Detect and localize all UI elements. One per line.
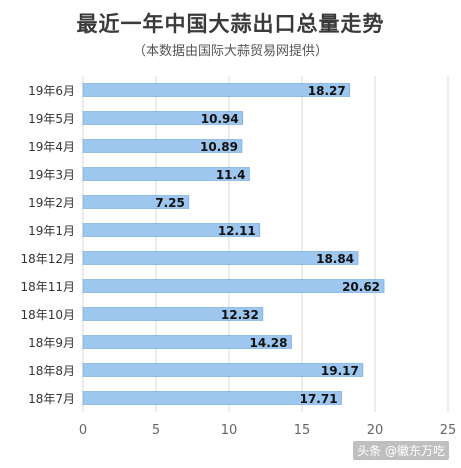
chart-subtitle: （本数据由国际大蒜贸易网提供） bbox=[132, 44, 328, 59]
category-label: 19年1月 bbox=[28, 224, 75, 238]
value-label: 19.17 bbox=[321, 364, 359, 378]
category-label: 18年9月 bbox=[28, 336, 75, 350]
category-label: 18年10月 bbox=[20, 308, 75, 322]
category-label: 18年11月 bbox=[20, 280, 75, 294]
value-label: 18.27 bbox=[308, 84, 346, 98]
value-label: 14.28 bbox=[250, 336, 288, 350]
value-label: 20.62 bbox=[342, 280, 380, 294]
bar bbox=[82, 363, 364, 377]
value-label: 10.89 bbox=[200, 140, 238, 154]
value-label: 17.71 bbox=[300, 392, 338, 406]
category-label: 18年12月 bbox=[20, 252, 75, 266]
bar bbox=[82, 223, 261, 237]
bar bbox=[82, 195, 190, 209]
value-label: 10.94 bbox=[201, 112, 239, 126]
category-label: 18年7月 bbox=[28, 392, 75, 406]
value-label: 18.84 bbox=[316, 252, 354, 266]
x-tick-label: 25 bbox=[440, 423, 457, 438]
category-label: 19年2月 bbox=[28, 196, 75, 210]
x-tick-label: 15 bbox=[294, 423, 311, 438]
bar bbox=[82, 335, 292, 349]
bar bbox=[82, 111, 244, 125]
x-tick-label: 20 bbox=[367, 423, 384, 438]
bar bbox=[82, 139, 243, 153]
category-label: 19年3月 bbox=[28, 168, 75, 182]
category-label: 19年6月 bbox=[28, 84, 75, 98]
value-label: 7.25 bbox=[155, 196, 185, 210]
category-label: 18年8月 bbox=[28, 364, 75, 378]
category-label: 19年5月 bbox=[28, 112, 75, 126]
x-tick-label: 5 bbox=[152, 423, 160, 438]
watermark: 头条 @徽东万吃 bbox=[353, 441, 449, 460]
chart-title: 最近一年中国大蒜出口总量走势 bbox=[76, 12, 385, 36]
bar bbox=[82, 167, 250, 181]
bar bbox=[82, 307, 264, 321]
x-tick-label: 10 bbox=[221, 423, 238, 438]
category-label: 19年4月 bbox=[28, 140, 75, 154]
x-tick-label: 0 bbox=[79, 423, 87, 438]
bar bbox=[82, 251, 359, 265]
value-label: 11.4 bbox=[216, 168, 246, 182]
bar bbox=[82, 279, 385, 293]
value-label: 12.11 bbox=[218, 224, 256, 238]
bar bbox=[82, 83, 351, 97]
bar bbox=[82, 391, 342, 405]
value-label: 12.32 bbox=[221, 308, 259, 322]
